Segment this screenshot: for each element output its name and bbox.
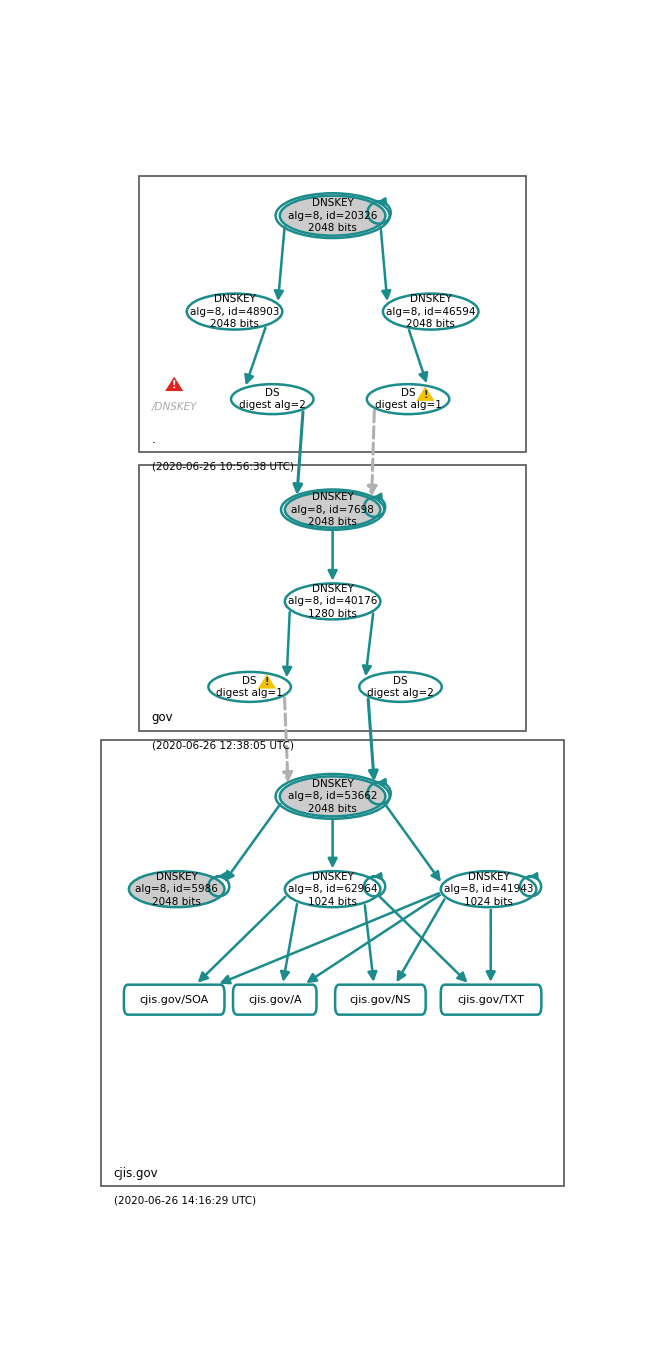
- Text: DNSKEY
alg=8, id=53662
2048 bits: DNSKEY alg=8, id=53662 2048 bits: [288, 779, 377, 814]
- Text: (2020-06-26 10:56:38 UTC): (2020-06-26 10:56:38 UTC): [152, 462, 293, 471]
- Ellipse shape: [441, 871, 536, 907]
- FancyBboxPatch shape: [335, 984, 426, 1014]
- Text: /DNSKEY: /DNSKEY: [151, 402, 197, 412]
- Text: DNSKEY
alg=8, id=5986
2048 bits: DNSKEY alg=8, id=5986 2048 bits: [135, 872, 218, 907]
- Text: DNSKEY
alg=8, id=40176
1280 bits: DNSKEY alg=8, id=40176 1280 bits: [288, 584, 377, 619]
- Text: !: !: [423, 390, 428, 399]
- Text: cjis.gov/A: cjis.gov/A: [248, 995, 302, 1005]
- Ellipse shape: [280, 196, 386, 236]
- Text: DNSKEY
alg=8, id=46594
2048 bits: DNSKEY alg=8, id=46594 2048 bits: [386, 294, 476, 329]
- Text: !: !: [172, 380, 177, 390]
- Ellipse shape: [360, 672, 442, 701]
- Ellipse shape: [231, 385, 313, 414]
- FancyBboxPatch shape: [233, 984, 317, 1014]
- FancyBboxPatch shape: [441, 984, 541, 1014]
- Text: DS
digest alg=1: DS digest alg=1: [216, 676, 283, 699]
- Ellipse shape: [383, 294, 478, 329]
- Text: DNSKEY
alg=8, id=62964
1024 bits: DNSKEY alg=8, id=62964 1024 bits: [288, 872, 377, 907]
- Text: DS
digest alg=2: DS digest alg=2: [239, 389, 306, 410]
- Text: DNSKEY
alg=8, id=41943
1024 bits: DNSKEY alg=8, id=41943 1024 bits: [444, 872, 533, 907]
- Text: (2020-06-26 14:16:29 UTC): (2020-06-26 14:16:29 UTC): [114, 1196, 256, 1205]
- Text: DNSKEY
alg=8, id=7698
2048 bits: DNSKEY alg=8, id=7698 2048 bits: [291, 493, 374, 527]
- Polygon shape: [258, 674, 276, 689]
- Ellipse shape: [285, 584, 380, 619]
- Ellipse shape: [208, 672, 291, 701]
- FancyBboxPatch shape: [124, 984, 225, 1014]
- Ellipse shape: [280, 776, 386, 816]
- Polygon shape: [416, 386, 434, 401]
- Text: !: !: [265, 677, 269, 688]
- Text: cjis.gov: cjis.gov: [114, 1167, 158, 1181]
- Ellipse shape: [285, 492, 380, 528]
- Polygon shape: [165, 376, 183, 391]
- Text: gov: gov: [152, 711, 173, 724]
- Ellipse shape: [129, 871, 225, 907]
- Text: .: .: [152, 433, 155, 445]
- Text: (2020-06-26 12:38:05 UTC): (2020-06-26 12:38:05 UTC): [152, 741, 293, 750]
- Ellipse shape: [285, 871, 380, 907]
- Text: DNSKEY
alg=8, id=20326
2048 bits: DNSKEY alg=8, id=20326 2048 bits: [288, 198, 377, 233]
- Text: DS
digest alg=1: DS digest alg=1: [374, 389, 441, 410]
- Ellipse shape: [367, 385, 449, 414]
- Text: DS
digest alg=2: DS digest alg=2: [367, 676, 434, 699]
- Ellipse shape: [187, 294, 282, 329]
- Text: cjis.gov/NS: cjis.gov/NS: [350, 995, 411, 1005]
- Text: cjis.gov/TXT: cjis.gov/TXT: [458, 995, 524, 1005]
- Text: cjis.gov/SOA: cjis.gov/SOA: [140, 995, 209, 1005]
- Text: DNSKEY
alg=8, id=48903
2048 bits: DNSKEY alg=8, id=48903 2048 bits: [190, 294, 279, 329]
